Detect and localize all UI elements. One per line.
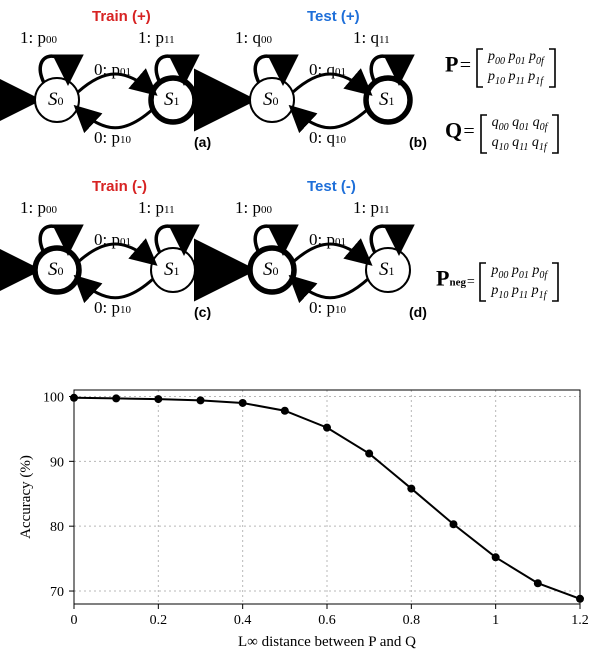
c-s0: S0 bbox=[48, 259, 64, 281]
panel-b-label: (b) bbox=[409, 134, 427, 150]
panel-d: Test (-) 1: p00 1: p11 0: p01 0: p10 S0 … bbox=[225, 180, 435, 330]
a-loop-left-label: 1: p00 bbox=[20, 28, 57, 48]
c-bot-label: 0: p10 bbox=[94, 298, 131, 318]
matrix-Pneg: Pneg= p00 p01 p0f p10 p11 p1f bbox=[436, 262, 559, 302]
matrix-Pneg-name: P bbox=[436, 266, 449, 291]
d-loop-left-label: 1: p00 bbox=[235, 198, 272, 218]
svg-text:0: 0 bbox=[71, 613, 78, 628]
panel-b-header: Test (+) bbox=[307, 8, 360, 25]
d-top-label: 0: p01 bbox=[309, 230, 346, 250]
svg-text:70: 70 bbox=[50, 585, 64, 600]
b-s1: S1 bbox=[379, 89, 395, 111]
c-loop-right-label: 1: p11 bbox=[138, 198, 175, 218]
svg-text:1: 1 bbox=[492, 613, 499, 628]
matrix-P-row0: p00 p01 p0f bbox=[488, 48, 544, 68]
a-top-label: 0: p01 bbox=[94, 60, 131, 80]
d-loop-right-label: 1: p11 bbox=[353, 198, 390, 218]
panel-d-header: Test (-) bbox=[307, 178, 356, 195]
matrix-P-name: P bbox=[445, 52, 458, 77]
matrix-P: P= p00 p01 p0f p10 p11 p1f bbox=[445, 48, 556, 88]
matrix-Q-name: Q bbox=[445, 118, 462, 143]
svg-text:0.4: 0.4 bbox=[234, 613, 252, 628]
b-bot-label: 0: q10 bbox=[309, 128, 346, 148]
accuracy-chart: 0 0.2 0.4 0.6 0.8 1 1.2 70 80 90 100 L∞ distance be… bbox=[12, 380, 596, 652]
d-bot-label: 0: p10 bbox=[309, 298, 346, 318]
a-s0: S0 bbox=[48, 89, 64, 111]
svg-text:100: 100 bbox=[43, 390, 64, 405]
panel-b: Test (+) 1: q00 1: q11 0: q01 0: q10 S0 … bbox=[225, 10, 435, 160]
a-bot-label: 0: p10 bbox=[94, 128, 131, 148]
svg-text:90: 90 bbox=[50, 455, 64, 470]
c-s1: S1 bbox=[164, 259, 180, 281]
c-top-label: 0: p01 bbox=[94, 230, 131, 250]
svg-text:80: 80 bbox=[50, 520, 64, 535]
panel-c-label: (c) bbox=[194, 304, 211, 320]
a-loop-right-label: 1: p11 bbox=[138, 28, 175, 48]
panel-c: Train (-) 1: p00 1: p11 0: p01 0: p10 S0… bbox=[10, 180, 220, 330]
panel-d-label: (d) bbox=[409, 304, 427, 320]
svg-text:L∞ distance between P and Q: L∞ distance between P and Q bbox=[238, 634, 416, 650]
panel-a-label: (a) bbox=[194, 134, 211, 150]
svg-text:1.2: 1.2 bbox=[571, 613, 589, 628]
diagrams-container: Train (+) 1: p00 1: p11 0: p01 0: p10 bbox=[0, 0, 608, 360]
matrix-Pneg-row1: p10 p11 p1f bbox=[491, 282, 547, 302]
b-loop-left-label: 1: q00 bbox=[235, 28, 272, 48]
b-top-label: 0: q01 bbox=[309, 60, 346, 80]
c-loop-left-label: 1: p00 bbox=[20, 198, 57, 218]
svg-text:0.2: 0.2 bbox=[150, 613, 168, 628]
panel-c-header: Train (-) bbox=[92, 178, 147, 195]
d-s0: S0 bbox=[263, 259, 279, 281]
panel-a: Train (+) 1: p00 1: p11 0: p01 0: p10 bbox=[10, 10, 220, 160]
matrix-Q-row0: q00 q01 q0f bbox=[492, 114, 548, 134]
svg-text:0.8: 0.8 bbox=[403, 613, 421, 628]
panel-a-header: Train (+) bbox=[92, 8, 151, 25]
svg-text:0.6: 0.6 bbox=[318, 613, 336, 628]
d-s1: S1 bbox=[379, 259, 395, 281]
b-s0: S0 bbox=[263, 89, 279, 111]
matrix-Pneg-row0: p00 p01 p0f bbox=[491, 262, 547, 282]
matrix-P-row1: p10 p11 p1f bbox=[488, 68, 544, 88]
svg-text:Accuracy (%): Accuracy (%) bbox=[18, 455, 34, 539]
matrix-Q-row1: q10 q11 q1f bbox=[492, 134, 548, 154]
matrix-Pneg-sub: neg bbox=[449, 277, 466, 289]
matrix-Q: Q= q00 q01 q0f q10 q11 q1f bbox=[445, 114, 559, 154]
b-loop-right-label: 1: q11 bbox=[353, 28, 390, 48]
a-s1: S1 bbox=[164, 89, 180, 111]
